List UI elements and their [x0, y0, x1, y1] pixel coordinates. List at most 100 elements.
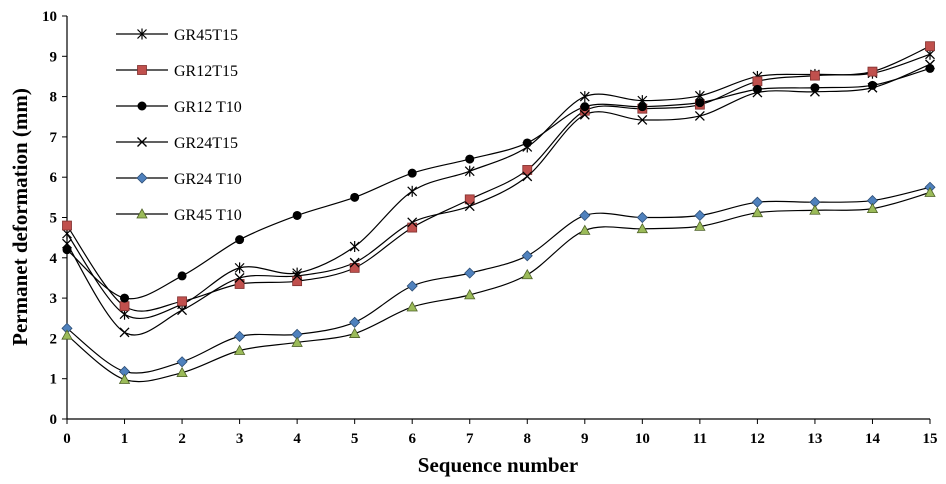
legend-label: GR45T15 — [174, 27, 238, 44]
data-point — [406, 301, 418, 312]
legend-label: GR24T15 — [174, 135, 238, 152]
data-point — [407, 168, 417, 178]
data-point — [809, 86, 820, 97]
legend-label: GR12T15 — [174, 63, 238, 80]
legend-item: GR45T15 — [116, 27, 238, 44]
data-point — [925, 41, 935, 52]
data-point — [177, 271, 187, 281]
legend-marker — [136, 172, 148, 184]
data-point — [234, 330, 246, 342]
data-point — [292, 270, 303, 281]
data-point — [752, 76, 763, 87]
x-tick-label: 13 — [807, 431, 822, 447]
data-point — [579, 209, 591, 222]
legend-label: GR12 T10 — [174, 99, 242, 116]
legend-item: GR12 T10 — [116, 99, 242, 116]
data-point — [406, 280, 418, 292]
data-point — [176, 356, 188, 368]
data-point — [349, 262, 360, 273]
legend-marker — [136, 208, 148, 219]
data-point — [752, 84, 762, 94]
data-point — [521, 268, 533, 280]
y-tick-label: 8 — [50, 90, 58, 106]
legend-marker — [137, 101, 147, 111]
data-point — [234, 262, 245, 274]
data-point — [464, 289, 476, 300]
x-tick-label: 2 — [178, 431, 186, 447]
y-tick-label: 3 — [50, 291, 58, 307]
y-tick-label: 2 — [50, 331, 58, 347]
legend-marker — [137, 28, 147, 40]
data-point — [464, 194, 475, 205]
data-point — [62, 220, 72, 231]
data-point — [522, 138, 532, 148]
data-point — [176, 366, 188, 378]
legend-marker — [137, 137, 147, 147]
series-line-3 — [66, 63, 931, 336]
data-point — [62, 238, 72, 249]
data-point — [348, 327, 361, 338]
x-tick-label: 3 — [236, 431, 244, 447]
data-point — [61, 329, 73, 340]
y-tick-label: 5 — [50, 211, 58, 227]
data-point — [694, 209, 706, 222]
data-point — [751, 206, 764, 218]
data-point — [579, 91, 590, 103]
series-lines — [66, 45, 931, 383]
series-line-2 — [66, 67, 931, 300]
data-point — [177, 296, 187, 307]
y-tick-label: 7 — [50, 130, 58, 146]
legend-label: GR45 T10 — [174, 207, 242, 224]
x-tick-label: 11 — [693, 431, 707, 447]
data-point — [407, 217, 418, 228]
data-point — [349, 257, 360, 268]
y-tick-label: 4 — [50, 251, 58, 267]
data-point — [866, 202, 879, 214]
x-tick-label: 14 — [865, 431, 881, 447]
x-tick-label: 9 — [581, 431, 589, 447]
data-point — [752, 87, 763, 98]
data-point — [521, 250, 533, 262]
x-tick-label: 10 — [635, 431, 650, 447]
data-point — [867, 82, 878, 93]
x-tick-label: 0 — [63, 431, 71, 447]
data-point — [867, 80, 877, 90]
data-point — [177, 305, 188, 316]
y-axis-title: Permanet deformation (mm) — [8, 88, 32, 346]
data-point — [235, 235, 245, 245]
x-tick-label: 12 — [750, 431, 765, 447]
series-line-1 — [66, 45, 931, 312]
x-tick-label: 7 — [466, 431, 474, 447]
legend-item: GR12T15 — [116, 63, 238, 80]
legend: GR45T15 GR12T15 GR12 T10 GR24T15 GR24 T10 GR4… — [116, 27, 242, 224]
data-point — [464, 267, 476, 279]
series-markers — [61, 41, 936, 384]
series-line-4 — [66, 186, 931, 374]
data-point — [292, 276, 303, 287]
data-point — [291, 336, 303, 347]
data-point — [522, 165, 533, 175]
data-point — [119, 327, 130, 338]
legend-item: GR24 T10 — [116, 171, 242, 188]
data-point — [407, 222, 418, 233]
data-point — [464, 165, 475, 177]
data-point — [925, 59, 935, 70]
x-tick-label: 8 — [524, 431, 532, 447]
data-point — [694, 110, 705, 121]
legend-marker — [137, 65, 147, 75]
legend-label: GR24 T10 — [174, 171, 242, 188]
data-point — [349, 241, 360, 253]
data-point — [118, 373, 131, 384]
data-point — [751, 196, 763, 208]
y-tick-label: 10 — [42, 9, 57, 25]
y-tick-label: 9 — [50, 49, 58, 65]
data-point — [522, 171, 533, 182]
data-point — [234, 279, 245, 289]
series-line-5 — [66, 191, 931, 383]
y-tick-label: 0 — [50, 412, 58, 428]
y-tick-label: 1 — [50, 372, 58, 388]
data-point — [407, 185, 418, 197]
data-point — [809, 204, 821, 215]
